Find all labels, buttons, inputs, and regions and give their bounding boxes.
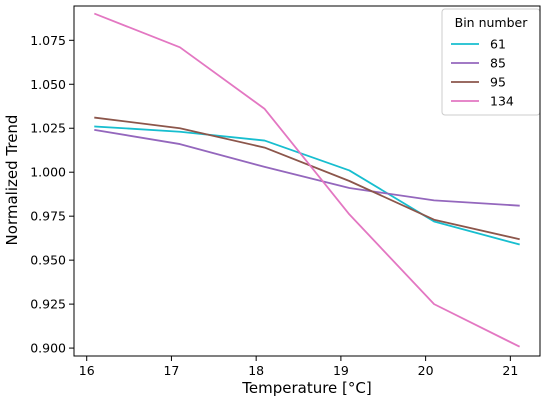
x-tick-label: 16 — [79, 363, 95, 378]
x-axis-title: Temperature [°C] — [241, 379, 371, 397]
x-tick-label: 21 — [502, 363, 518, 378]
legend-title: Bin number — [455, 15, 529, 30]
y-tick-label: 0.975 — [30, 209, 66, 224]
legend-label-134: 134 — [490, 94, 514, 109]
y-axis-title: Normalized Trend — [3, 115, 21, 246]
series-layer — [94, 12, 521, 348]
plot-frame — [73, 5, 541, 357]
x-axis-ticks: 16 17 18 19 20 21 — [79, 356, 518, 378]
x-tick-label: 19 — [333, 363, 349, 378]
y-tick-label: 1.050 — [30, 77, 66, 92]
series-line-85 — [94, 128, 520, 207]
x-tick-label: 20 — [418, 363, 434, 378]
legend-entries: 61 85 95 134 — [451, 37, 514, 109]
y-tick-label: 1.025 — [30, 121, 66, 136]
legend-label-95: 95 — [490, 75, 506, 90]
series-line-61 — [94, 125, 520, 246]
series-line-95 — [94, 116, 520, 241]
y-tick-label: 0.925 — [30, 297, 66, 312]
y-tick-label: 1.000 — [30, 165, 66, 180]
x-tick-label: 17 — [163, 363, 179, 378]
legend-label-85: 85 — [490, 56, 506, 71]
y-axis-ticks: 0.900 0.925 0.950 0.975 1.000 1.025 1.050 1.075 — [30, 33, 74, 356]
y-tick-label: 1.075 — [30, 33, 66, 48]
legend-label-61: 61 — [490, 37, 506, 52]
y-tick-label: 0.900 — [30, 341, 66, 356]
series-line-134 — [94, 12, 521, 348]
x-tick-label: 18 — [248, 363, 264, 378]
legend: Bin number 61 85 95 134 — [441, 8, 541, 116]
y-tick-label: 0.950 — [30, 253, 66, 268]
